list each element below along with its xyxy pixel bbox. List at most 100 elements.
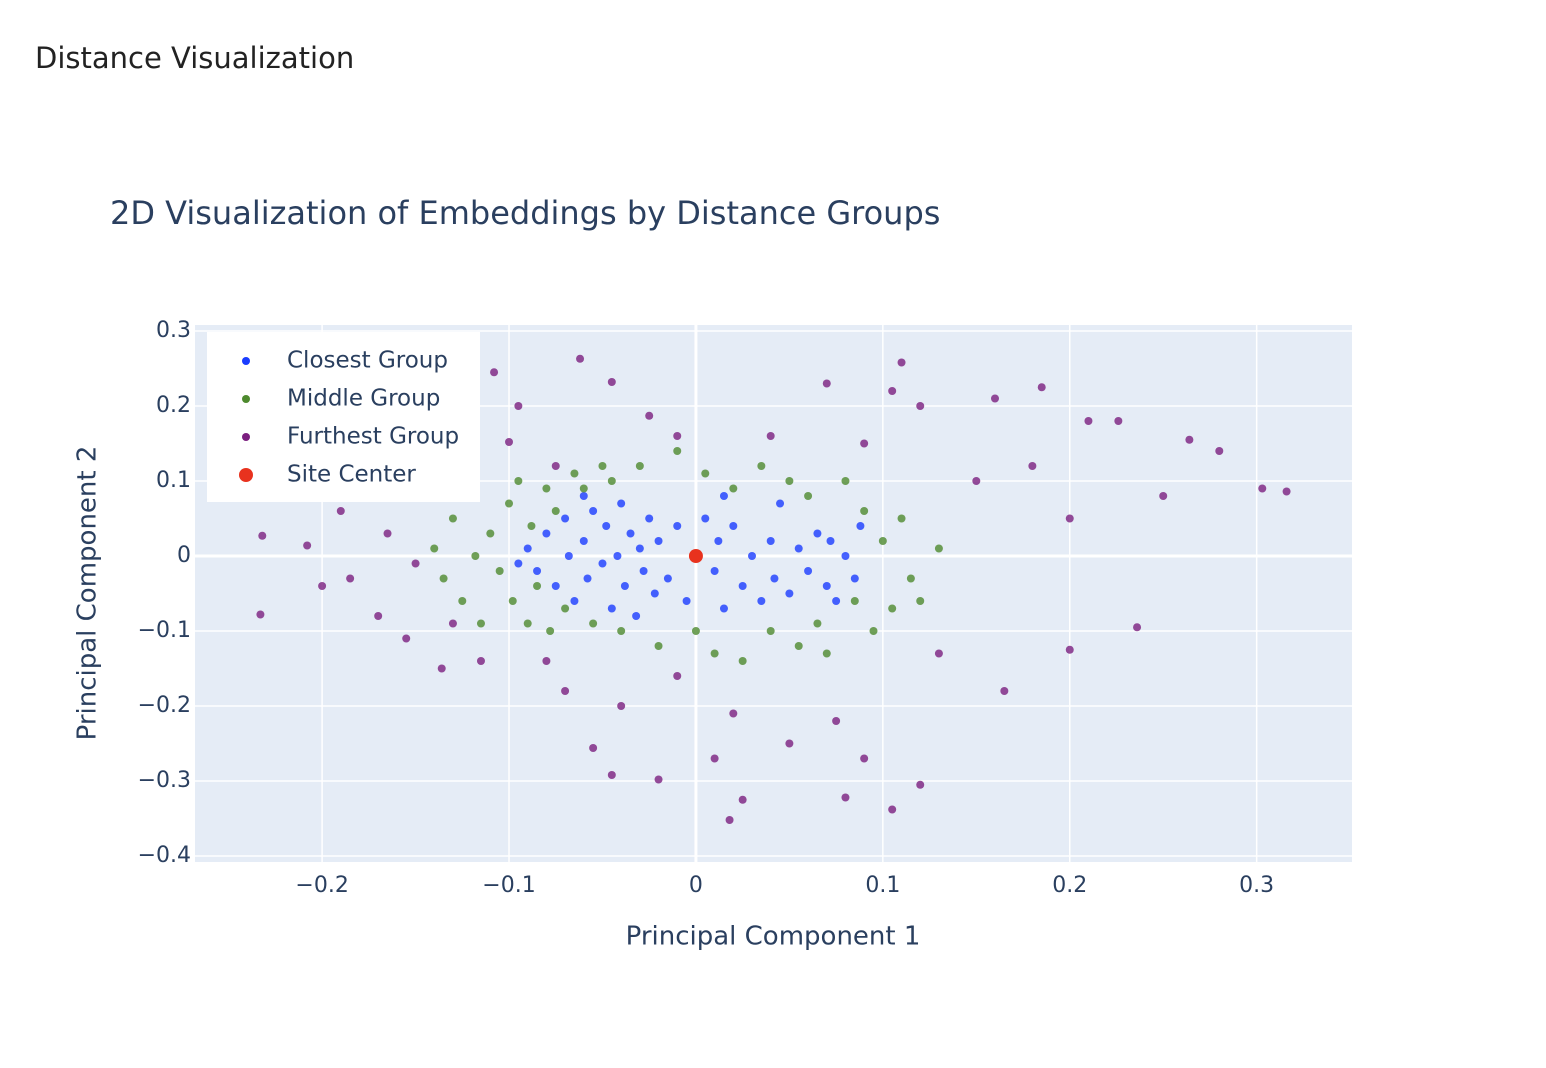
x-tick-label: 0.3 (1239, 873, 1274, 898)
point (1159, 492, 1168, 500)
point (570, 597, 579, 605)
point (654, 642, 663, 650)
point (860, 754, 869, 763)
point (719, 604, 728, 613)
point (770, 574, 779, 583)
point (1037, 383, 1046, 392)
point (934, 544, 943, 553)
point (645, 411, 654, 420)
point (617, 499, 626, 508)
point (990, 394, 999, 403)
point (542, 484, 551, 493)
point (841, 477, 850, 485)
point (822, 649, 831, 658)
point (607, 604, 616, 613)
point (579, 492, 588, 500)
point (576, 354, 585, 363)
point (850, 597, 859, 605)
point (508, 597, 517, 605)
point (888, 805, 897, 814)
point (613, 552, 622, 560)
point (476, 619, 485, 628)
point (688, 549, 703, 563)
point (607, 771, 616, 779)
point (934, 649, 943, 658)
point (878, 537, 887, 545)
point (514, 477, 523, 485)
legend-label[interactable]: Closest Group (287, 348, 448, 374)
point (725, 816, 734, 824)
point (813, 619, 822, 628)
point (1114, 417, 1123, 425)
point (1215, 447, 1224, 455)
point (336, 507, 345, 515)
point (776, 499, 785, 508)
point (551, 462, 560, 470)
point (682, 597, 691, 605)
y-axis-title: Principal Component 2 (73, 446, 103, 741)
point (561, 604, 570, 613)
point (602, 522, 611, 530)
point (785, 589, 794, 598)
legend-label[interactable]: Site Center (287, 462, 416, 488)
point (850, 574, 859, 583)
point (514, 559, 523, 568)
point (714, 537, 723, 545)
legend-label[interactable]: Middle Group (287, 386, 440, 412)
point (1065, 514, 1074, 523)
point (564, 552, 573, 560)
point (542, 529, 551, 538)
point (505, 499, 514, 508)
point (374, 612, 383, 620)
point (673, 522, 682, 530)
point (1000, 687, 1009, 695)
point (1133, 623, 1142, 632)
point (514, 402, 523, 410)
point (832, 717, 841, 725)
point (561, 514, 570, 523)
legend-label[interactable]: Furthest Group (287, 424, 459, 450)
point (561, 687, 570, 695)
point (607, 477, 616, 485)
point (794, 544, 803, 553)
point (804, 492, 813, 500)
point (826, 537, 835, 545)
point (598, 559, 607, 568)
ticks: −0.2 −0.1 0 0.1 0.2 0.3 −0.4 −0.3 −0.2 −0.1 0 0.1 0.… (138, 318, 1275, 898)
point (448, 514, 457, 523)
points (256, 354, 1291, 824)
point (757, 462, 766, 470)
point (719, 492, 728, 500)
point (766, 627, 775, 635)
point (841, 552, 850, 560)
point (486, 529, 495, 538)
page-title: Distance Visualization (35, 41, 354, 75)
point (430, 544, 439, 553)
point (632, 612, 641, 620)
point (533, 567, 542, 575)
point (748, 552, 757, 560)
point (645, 514, 654, 523)
point (654, 775, 663, 784)
point (505, 438, 514, 446)
point (813, 529, 822, 538)
point (495, 567, 504, 575)
point (766, 432, 775, 440)
legend-marker (242, 395, 250, 403)
point (1258, 484, 1267, 493)
legend-marker (242, 433, 250, 441)
point (346, 574, 355, 583)
point (256, 610, 265, 619)
point (650, 589, 659, 598)
point (738, 657, 747, 665)
point (617, 702, 626, 710)
point (785, 477, 794, 485)
point (766, 537, 775, 545)
point (570, 469, 579, 478)
x-tick-label: 0.1 (865, 873, 900, 898)
point (439, 574, 448, 583)
point (916, 597, 925, 605)
point (710, 567, 719, 575)
point (701, 514, 710, 523)
